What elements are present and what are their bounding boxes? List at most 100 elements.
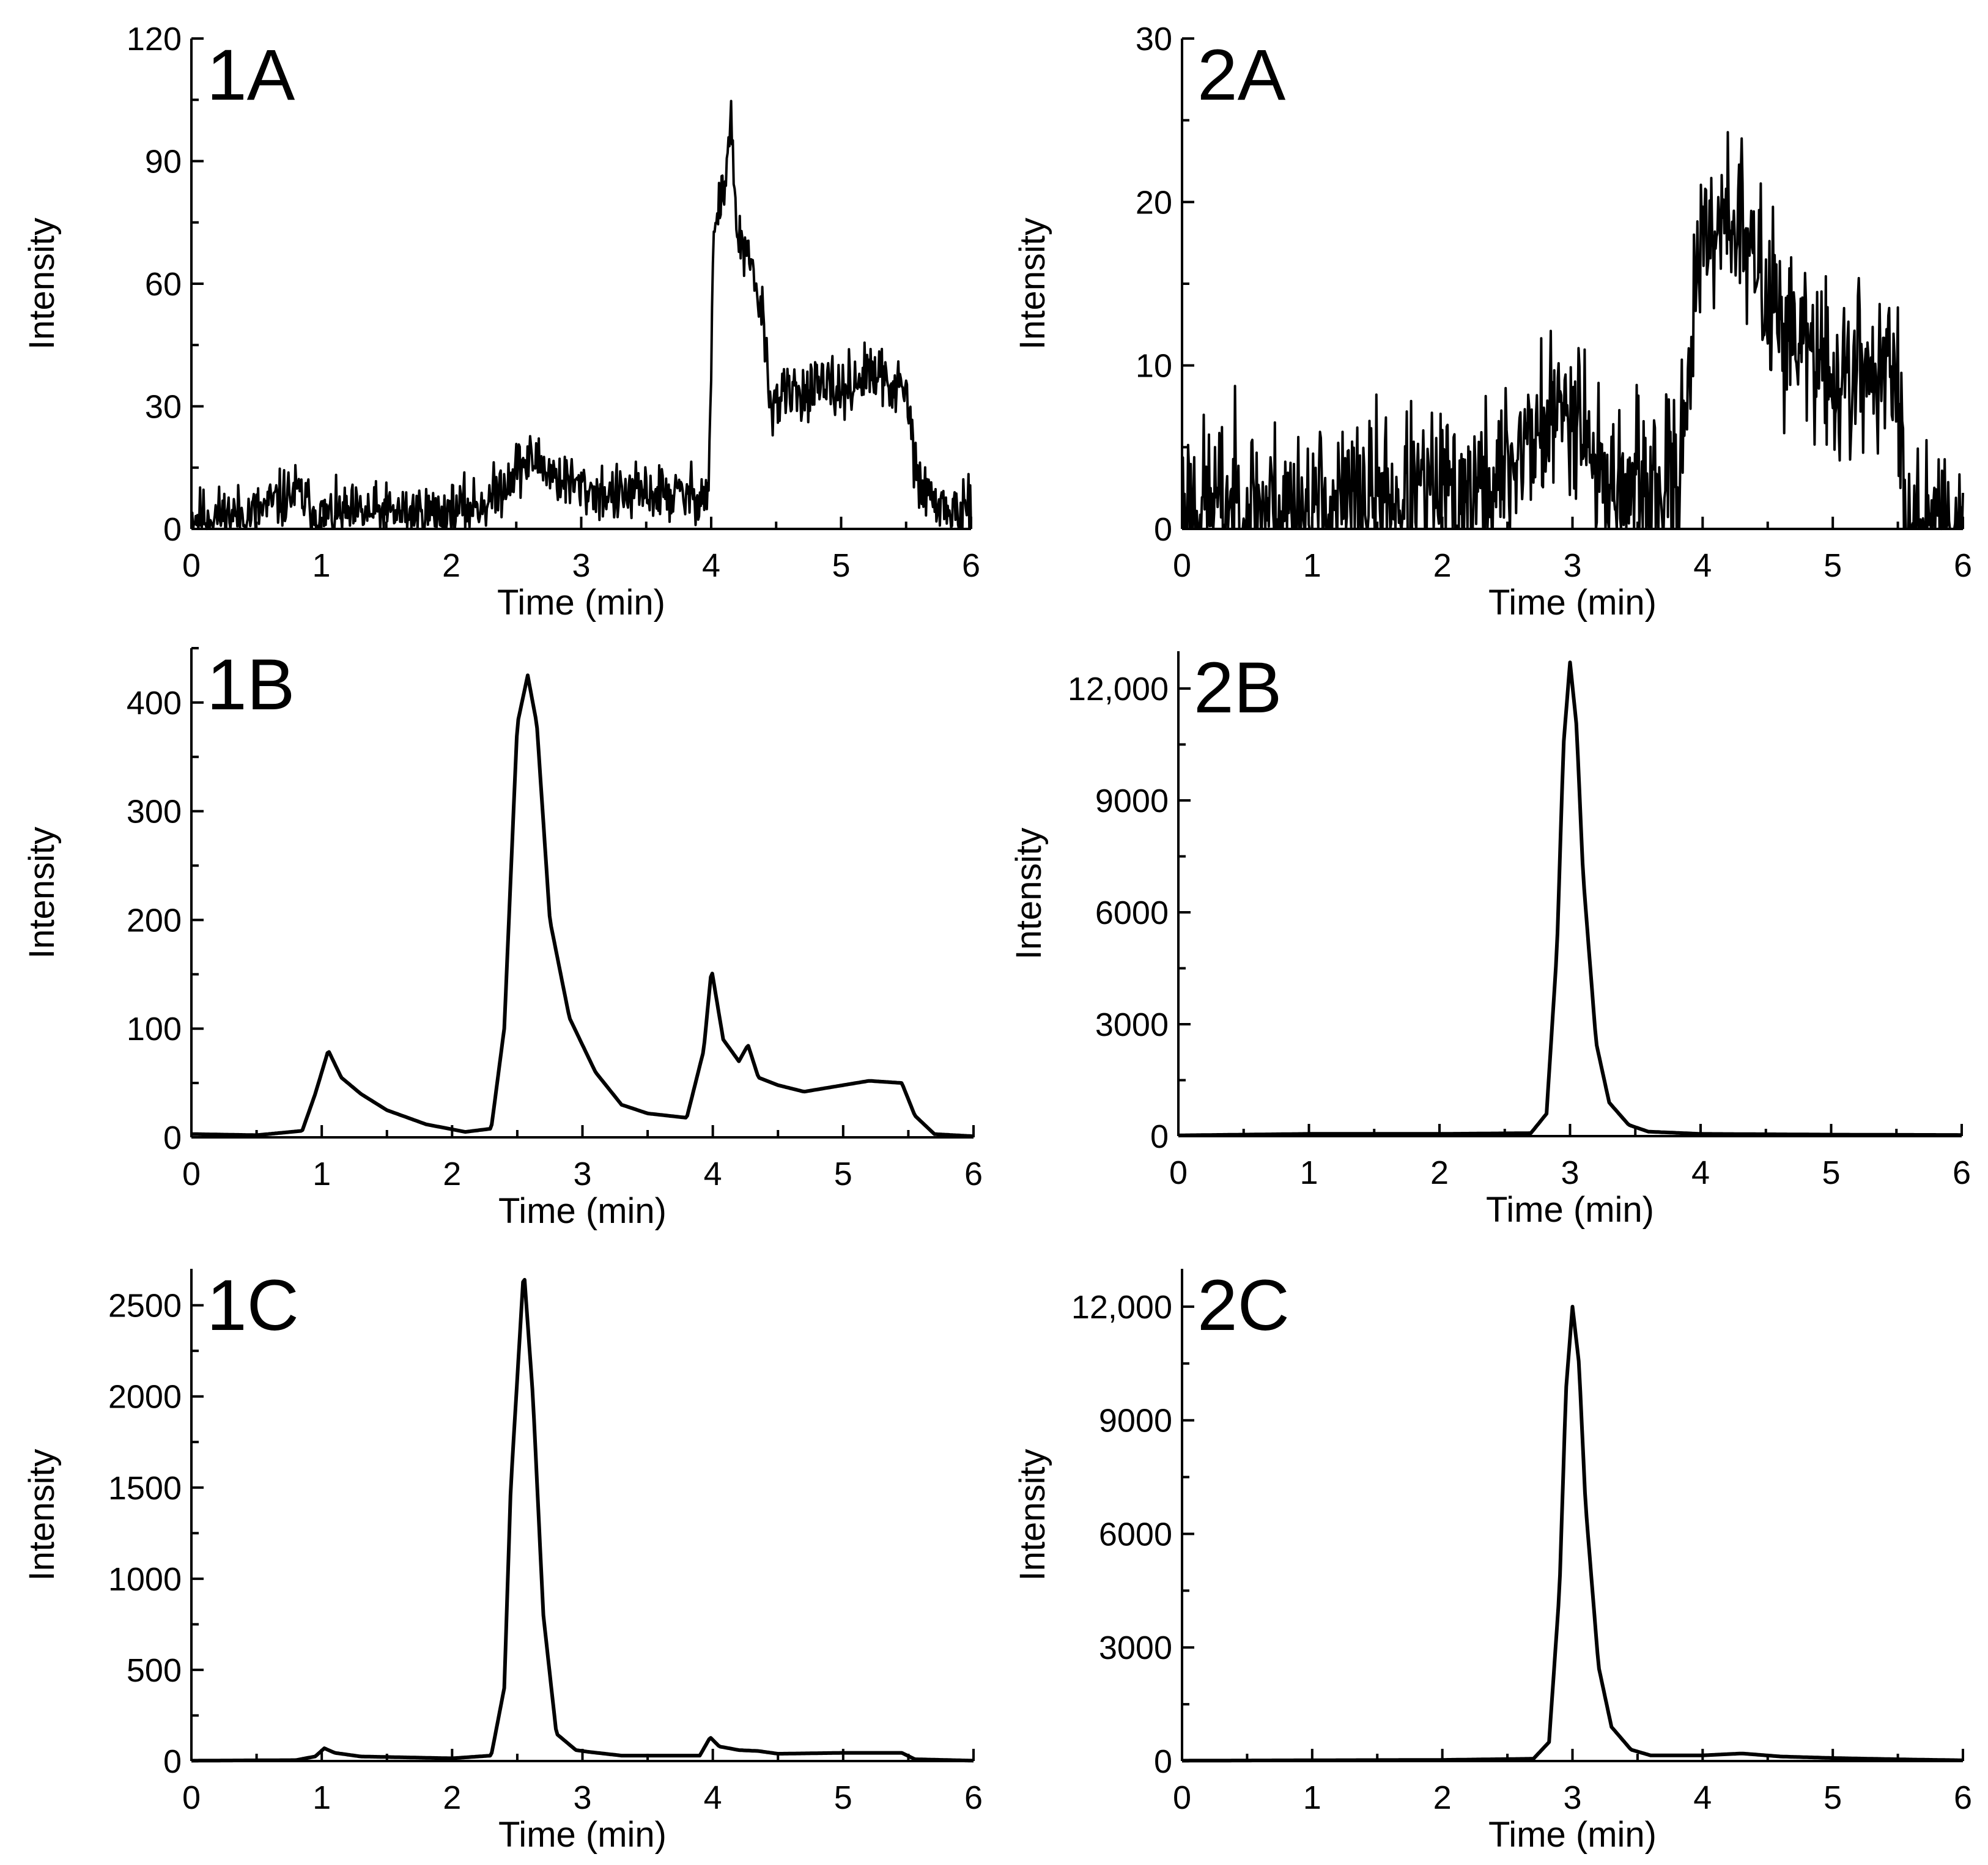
y-tick-label: 0 (1150, 1118, 1169, 1155)
x-tick-label: 0 (1173, 547, 1191, 584)
x-tick-label: 5 (834, 1156, 852, 1192)
x-tick-label: 5 (1824, 1779, 1842, 1816)
x-tick-label: 4 (702, 547, 720, 584)
panel-1c: 0 1 2 3 4 5 6 0 500 1000 1500 2000 2500 Time (min) Int… (22, 1265, 983, 1855)
x-tick-label: 4 (1693, 547, 1712, 584)
x-tick-label: 5 (1822, 1154, 1840, 1191)
y-tick-label: 400 (127, 685, 182, 722)
x-tick-label: 0 (182, 547, 201, 584)
x-tick-label: 3 (573, 1156, 591, 1192)
panel-2c: 0 1 2 3 4 5 6 0 3000 6000 9000 12,000 Time (min) Inte… (1013, 1265, 1972, 1855)
panel-2b: 0 1 2 3 4 5 6 0 3000 6000 9000 12,000 Time (min) Inte… (1009, 648, 1971, 1230)
y-axis-title: Intensity (1013, 1449, 1052, 1581)
x-tick-label: 3 (1561, 1154, 1579, 1191)
x-tick-label: 2 (1430, 1154, 1449, 1191)
x-tick-label: 0 (182, 1156, 201, 1192)
panel-label: 1A (207, 35, 295, 116)
x-tick-label: 3 (1563, 547, 1581, 584)
x-tick-label: 4 (704, 1156, 722, 1192)
x-tick-label: 2 (443, 1779, 461, 1816)
x-tick-label: 4 (1693, 1779, 1712, 1816)
x-tick-label: 6 (964, 1156, 983, 1192)
y-tick-label: 3000 (1099, 1630, 1172, 1666)
y-tick-label: 0 (1154, 1743, 1172, 1780)
x-tick-label: 6 (1953, 1154, 1971, 1191)
x-tick-label: 1 (312, 1779, 331, 1816)
series-line-1b (191, 673, 974, 1139)
y-tick-label: 9000 (1095, 783, 1169, 819)
panel-label: 2C (1197, 1265, 1290, 1346)
x-axis-title: Time (min) (1486, 1190, 1654, 1230)
series-line-1a (190, 100, 972, 530)
x-tick-label: 4 (1691, 1154, 1710, 1191)
x-tick-label: 3 (573, 1779, 591, 1816)
y-tick-label: 12,000 (1068, 671, 1169, 707)
y-tick-label: 0 (163, 1120, 182, 1156)
y-tick-label: 20 (1136, 184, 1172, 221)
panel-label: 1C (207, 1265, 299, 1346)
x-axis-title: Time (min) (498, 1815, 667, 1855)
y-axis-title: Intensity (22, 827, 62, 959)
x-axis-title: Time (min) (1488, 583, 1657, 622)
x-tick-label: 5 (1824, 547, 1842, 584)
x-tick-label: 1 (312, 1156, 331, 1192)
y-tick-label: 12,000 (1071, 1289, 1172, 1326)
y-tick-label: 6000 (1099, 1516, 1172, 1553)
y-tick-label: 10 (1136, 348, 1172, 385)
y-tick-label: 0 (1154, 511, 1172, 548)
x-tick-label: 6 (964, 1779, 983, 1816)
y-tick-label: 30 (1136, 21, 1172, 57)
series-line-1c (191, 1277, 974, 1763)
x-tick-label: 6 (962, 547, 980, 584)
x-axis-title: Time (min) (497, 583, 665, 622)
y-tick-label: 0 (163, 1743, 182, 1780)
y-axis-title: Intensity (1009, 828, 1049, 960)
x-tick-label: 2 (443, 1156, 461, 1192)
y-tick-label: 0 (163, 511, 182, 548)
y-tick-label: 9000 (1099, 1403, 1172, 1439)
y-axis-title: Intensity (22, 218, 62, 350)
panel-label: 1B (207, 644, 295, 725)
y-tick-label: 2500 (108, 1288, 182, 1324)
x-tick-label: 2 (1433, 547, 1452, 584)
y-tick-label: 6000 (1095, 895, 1169, 931)
y-tick-label: 30 (145, 389, 182, 426)
series-line-2c (1181, 1304, 1964, 1763)
x-tick-label: 6 (1954, 547, 1972, 584)
y-tick-label: 300 (127, 794, 182, 830)
y-tick-label: 60 (145, 266, 182, 303)
y-tick-label: 2000 (108, 1379, 182, 1416)
x-axis-title: Time (min) (498, 1191, 667, 1231)
x-tick-label: 6 (1954, 1779, 1972, 1816)
y-tick-label: 200 (127, 902, 182, 939)
panel-2a: 0 1 2 3 4 5 6 0 10 20 30 Time (min) Intensity 2A (1013, 21, 1972, 622)
x-tick-label: 3 (1563, 1779, 1581, 1816)
x-tick-label: 1 (1303, 1779, 1321, 1816)
panel-label: 2A (1197, 35, 1286, 116)
x-tick-label: 0 (1169, 1154, 1188, 1191)
series-line-2b (1178, 660, 1962, 1137)
x-tick-label: 2 (442, 547, 460, 584)
x-axis-title: Time (min) (1488, 1815, 1657, 1855)
y-axis-title: Intensity (22, 1449, 62, 1581)
y-axis-title: Intensity (1013, 218, 1052, 350)
x-tick-label: 0 (182, 1779, 201, 1816)
panel-label: 2B (1194, 648, 1282, 728)
x-tick-label: 4 (704, 1779, 722, 1816)
y-tick-label: 120 (127, 21, 182, 57)
x-tick-label: 5 (834, 1779, 852, 1816)
y-tick-label: 100 (127, 1011, 182, 1047)
y-tick-label: 500 (127, 1652, 182, 1689)
y-tick-label: 3000 (1095, 1006, 1169, 1043)
x-tick-label: 1 (312, 547, 330, 584)
x-tick-label: 2 (1433, 1779, 1452, 1816)
y-tick-label: 1500 (108, 1470, 182, 1507)
x-tick-label: 5 (832, 547, 850, 584)
y-tick-label: 90 (145, 144, 182, 180)
panel-1b: 0 1 2 3 4 5 6 0 100 200 300 400 Time (min) Intensity 1… (22, 644, 983, 1231)
series-line-2a (1181, 131, 1964, 530)
x-tick-label: 3 (572, 547, 590, 584)
